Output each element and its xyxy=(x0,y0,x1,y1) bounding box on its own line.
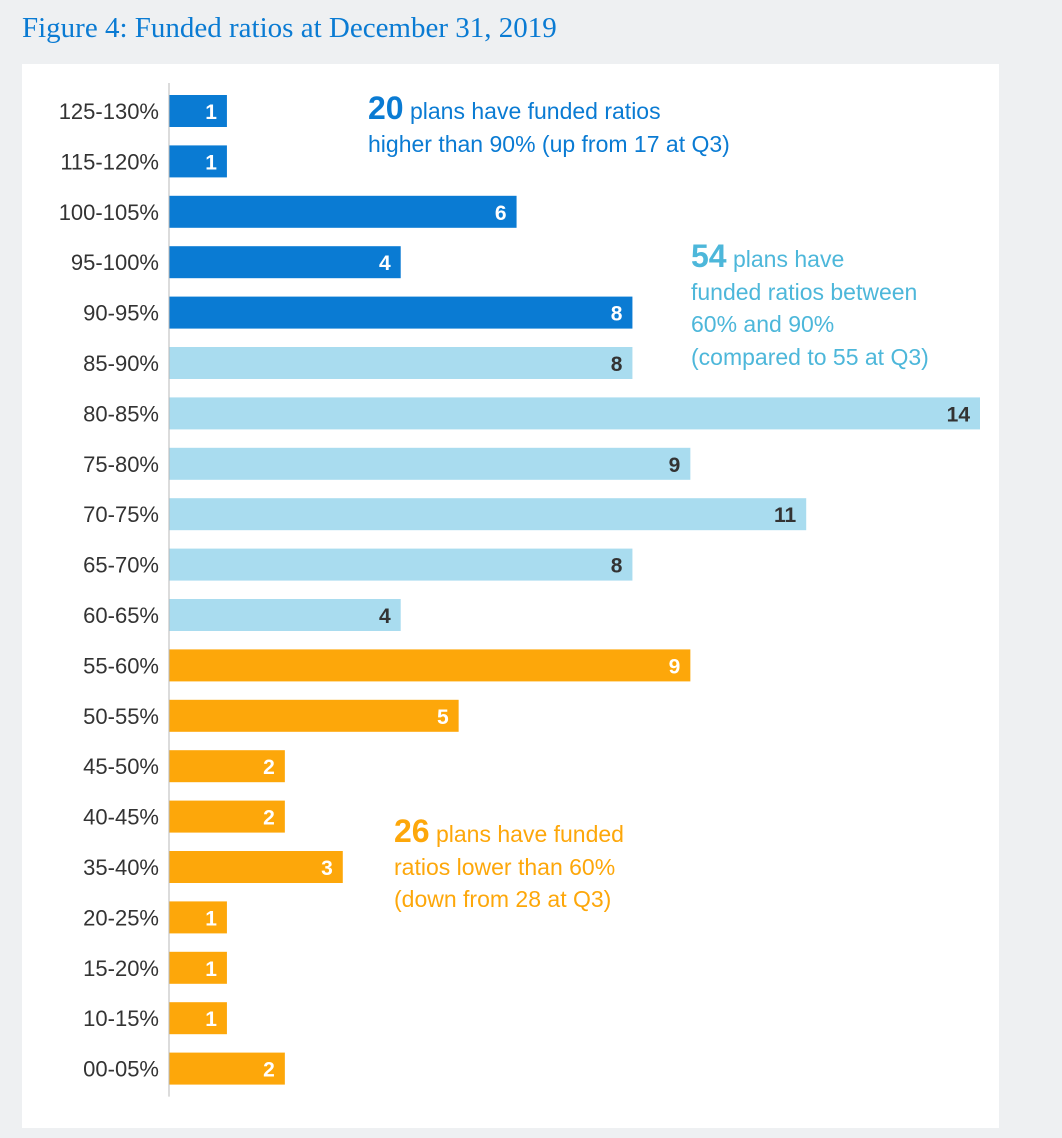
category-label: 20-25% xyxy=(83,905,159,930)
value-label: 8 xyxy=(611,353,623,376)
bar-55-60% xyxy=(169,649,691,682)
bar-35-40% xyxy=(169,851,343,883)
bar-80-85% xyxy=(169,397,980,430)
annotation-mid-number: 54 xyxy=(691,238,727,274)
annotation-mid: 54 plans have funded ratios between 60% … xyxy=(691,240,929,373)
value-label: 1 xyxy=(205,101,217,124)
category-label: 75-80% xyxy=(83,452,159,477)
category-label: 35-40% xyxy=(83,855,159,880)
value-label: 1 xyxy=(205,907,217,930)
annotation-low-number: 26 xyxy=(394,813,430,849)
category-label: 85-90% xyxy=(83,351,159,376)
bar-20-25% xyxy=(169,901,227,934)
category-label: 100-105% xyxy=(59,200,159,225)
category-label: 55-60% xyxy=(83,653,159,678)
value-label: 3 xyxy=(321,857,333,880)
bar-10-15% xyxy=(169,1002,227,1035)
category-label: 125-130% xyxy=(59,99,159,124)
value-label: 2 xyxy=(263,1059,275,1082)
category-label: 65-70% xyxy=(83,553,159,578)
bar-00-05% xyxy=(169,1052,285,1085)
category-label: 00-05% xyxy=(83,1057,159,1082)
bar-15-20% xyxy=(169,951,227,984)
annotation-mid-line1: plans have xyxy=(732,246,845,272)
category-label: 50-55% xyxy=(83,704,159,729)
annotation-low-line2: ratios lower than 60% xyxy=(394,853,616,880)
annotation-low: 26 plans have funded ratios lower than 6… xyxy=(394,815,624,916)
bar-115-120% xyxy=(169,145,227,178)
value-label: 1 xyxy=(205,1008,217,1031)
value-label: 11 xyxy=(774,504,797,527)
category-label: 95-100% xyxy=(71,250,159,275)
category-label: 40-45% xyxy=(83,805,159,830)
value-label: 2 xyxy=(263,807,275,830)
chart-panel: 125-130% 1 115-120% 1 100-105% 6 95-100% 4 90-95… xyxy=(22,64,999,1128)
page-title: Figure 4: Funded ratios at December 31, … xyxy=(22,12,557,44)
value-label: 6 xyxy=(495,202,507,225)
bar-95-100% xyxy=(169,246,401,279)
value-label: 9 xyxy=(669,655,681,678)
category-label: 115-120% xyxy=(60,149,159,174)
value-label: 8 xyxy=(611,303,623,326)
annotation-low-line3: (down from 28 at Q3) xyxy=(394,886,612,912)
value-label: 1 xyxy=(205,958,217,981)
bar-70-75% xyxy=(169,498,807,531)
bar-100-105% xyxy=(169,195,517,228)
value-label: 1 xyxy=(205,151,217,174)
value-label: 14 xyxy=(947,403,971,426)
bar-50-55% xyxy=(169,699,459,732)
category-label: 90-95% xyxy=(83,301,159,326)
bar-85-90% xyxy=(169,347,633,379)
bar-chart: 125-130% 1 115-120% 1 100-105% 6 95-100% 4 90-95… xyxy=(59,83,980,1097)
category-label: 15-20% xyxy=(83,956,159,981)
category-label: 80-85% xyxy=(83,401,159,426)
bar-40-45% xyxy=(169,800,285,833)
value-label: 4 xyxy=(379,252,391,275)
value-label: 8 xyxy=(611,555,623,578)
bar-90-95% xyxy=(169,296,633,329)
bar-45-50% xyxy=(169,750,285,783)
annotation-high-line2: higher than 90% (up from 17 at Q3) xyxy=(368,130,730,157)
annotation-mid-line2: funded ratios between xyxy=(691,278,918,305)
annotation-high: 20 plans have funded ratios higher than … xyxy=(368,92,730,160)
annotation-high-number: 20 xyxy=(368,90,404,126)
value-label: 5 xyxy=(437,706,449,729)
bar-60-65% xyxy=(169,599,401,631)
bar-65-70% xyxy=(169,548,633,581)
bar-75-80% xyxy=(169,447,691,480)
annotation-high-line1: plans have funded ratios xyxy=(409,98,661,124)
annotation-mid-line3: 60% and 90% xyxy=(691,311,835,337)
category-label: 60-65% xyxy=(83,603,159,628)
value-label: 4 xyxy=(379,605,391,628)
annotation-low-line1: plans have funded xyxy=(435,821,624,847)
bar-125-130% xyxy=(169,95,227,127)
value-label: 2 xyxy=(263,756,275,779)
category-label: 45-50% xyxy=(83,754,159,779)
category-label: 10-15% xyxy=(83,1006,159,1031)
value-label: 9 xyxy=(669,454,681,477)
annotation-mid-line4: (compared to 55 at Q3) xyxy=(691,343,929,370)
category-label: 70-75% xyxy=(83,502,159,527)
